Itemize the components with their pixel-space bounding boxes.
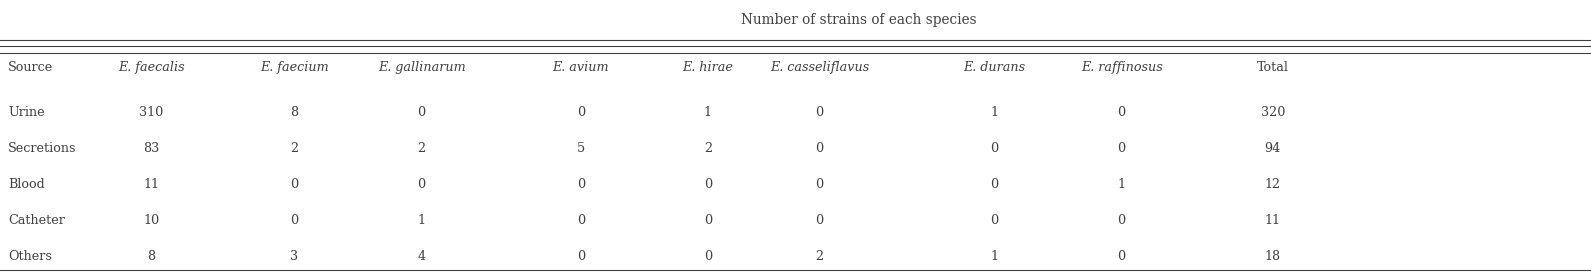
Text: 0: 0 (576, 178, 585, 191)
Text: 0: 0 (1117, 214, 1126, 227)
Text: 0: 0 (576, 214, 585, 227)
Text: 0: 0 (290, 178, 299, 191)
Text: 310: 310 (138, 106, 164, 119)
Text: 18: 18 (1265, 250, 1281, 263)
Text: 2: 2 (703, 142, 713, 155)
Text: 1: 1 (990, 250, 999, 263)
Text: E. faecalis: E. faecalis (118, 61, 185, 74)
Text: 83: 83 (143, 142, 159, 155)
Text: E. durans: E. durans (963, 61, 1026, 74)
Text: 0: 0 (417, 178, 426, 191)
Text: 1: 1 (703, 106, 713, 119)
Text: 2: 2 (815, 250, 824, 263)
Text: 10: 10 (143, 214, 159, 227)
Text: 1: 1 (417, 214, 426, 227)
Text: Number of strains of each species: Number of strains of each species (741, 13, 977, 26)
Text: 0: 0 (1117, 142, 1126, 155)
Text: 1: 1 (990, 106, 999, 119)
Text: E. hirae: E. hirae (683, 61, 733, 74)
Text: 1: 1 (1117, 178, 1126, 191)
Text: 8: 8 (146, 250, 156, 263)
Text: 8: 8 (290, 106, 299, 119)
Text: 2: 2 (417, 142, 426, 155)
Text: 0: 0 (815, 178, 824, 191)
Text: Urine: Urine (8, 106, 45, 119)
Text: 0: 0 (417, 106, 426, 119)
Text: 3: 3 (290, 250, 299, 263)
Text: Blood: Blood (8, 178, 45, 191)
Text: 0: 0 (1117, 106, 1126, 119)
Text: E. casseliflavus: E. casseliflavus (770, 61, 869, 74)
Text: 0: 0 (703, 250, 713, 263)
Text: 0: 0 (576, 106, 585, 119)
Text: Secretions: Secretions (8, 142, 76, 155)
Text: 0: 0 (990, 214, 999, 227)
Text: E. gallinarum: E. gallinarum (377, 61, 466, 74)
Text: 94: 94 (1265, 142, 1281, 155)
Text: 320: 320 (1260, 106, 1286, 119)
Text: 0: 0 (703, 178, 713, 191)
Text: Catheter: Catheter (8, 214, 65, 227)
Text: 11: 11 (1265, 214, 1281, 227)
Text: 0: 0 (1117, 250, 1126, 263)
Text: 0: 0 (815, 142, 824, 155)
Text: E. raffinosus: E. raffinosus (1080, 61, 1163, 74)
Text: 2: 2 (290, 142, 299, 155)
Text: 0: 0 (576, 250, 585, 263)
Text: Source: Source (8, 61, 53, 74)
Text: 12: 12 (1265, 178, 1281, 191)
Text: 0: 0 (703, 214, 713, 227)
Text: 0: 0 (990, 178, 999, 191)
Text: E. avium: E. avium (552, 61, 609, 74)
Text: 0: 0 (815, 214, 824, 227)
Text: E. faecium: E. faecium (259, 61, 329, 74)
Text: 4: 4 (417, 250, 426, 263)
Text: 0: 0 (815, 106, 824, 119)
Text: 0: 0 (290, 214, 299, 227)
Text: Total: Total (1257, 61, 1289, 74)
Text: 11: 11 (143, 178, 159, 191)
Text: 5: 5 (576, 142, 585, 155)
Text: 0: 0 (990, 142, 999, 155)
Text: Others: Others (8, 250, 53, 263)
